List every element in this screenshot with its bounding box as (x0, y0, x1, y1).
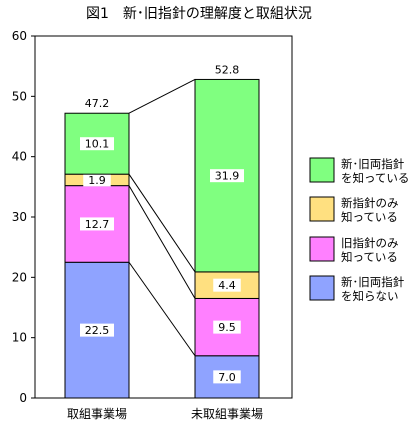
y-axis: 0 10 20 30 40 50 60 (12, 29, 35, 405)
data-label-box (80, 217, 114, 231)
data-label: 4.4 (218, 279, 236, 292)
legend-swatch (309, 236, 335, 262)
data-label-box (80, 323, 114, 337)
legend-label: 知っている (341, 250, 398, 264)
legend-label: 新･旧両指針 (341, 275, 405, 289)
data-label: 1.9 (88, 174, 106, 187)
legend-swatch (309, 275, 335, 301)
legend-label: 新指針のみ (341, 196, 399, 210)
legend-label: を知らない (341, 289, 399, 303)
data-label: 9.5 (218, 321, 236, 334)
y-tick-label: 30 (12, 210, 27, 224)
x-category-label: 未取組事業場 (191, 407, 263, 421)
data-label-box (213, 278, 241, 292)
data-label: 7.0 (218, 371, 236, 384)
y-tick-label: 0 (19, 391, 27, 405)
total-label: 47.2 (85, 97, 110, 110)
y-tick-label: 20 (12, 270, 27, 284)
x-axis: 取組事業場 未取組事業場 (67, 407, 263, 421)
data-label: 22.5 (85, 324, 110, 337)
data-label: 31.9 (215, 170, 240, 183)
y-tick-label: 60 (12, 29, 27, 43)
data-label-box (83, 173, 111, 187)
legend-swatch (309, 157, 335, 183)
series-connectors (128, 78, 196, 357)
chart-title: 図1 新･旧指針の理解度と取組状況 (86, 6, 312, 22)
data-label-box (213, 370, 241, 384)
legend-label: 新･旧両指針 (341, 157, 405, 171)
connector-line (128, 173, 196, 273)
legend-label: を知っている (341, 171, 409, 185)
y-tick-label: 40 (12, 150, 27, 164)
data-label: 10.1 (85, 138, 110, 151)
legend-label: 知っている (341, 210, 398, 224)
legend-swatch (309, 196, 335, 222)
legend: 新･旧両指針を知っている新指針のみ知っている旧指針のみ知っている新･旧両指針を知… (309, 157, 409, 303)
connector-line (128, 78, 196, 114)
bars: 22.5 12.7 1.9 10.1 47.2 7.0 9.5 4.4 31.9 52.8 (64, 63, 260, 399)
connector-line (128, 261, 196, 357)
data-label-box (80, 137, 114, 151)
x-category-label: 取組事業場 (67, 407, 127, 421)
total-label: 52.8 (215, 63, 240, 76)
data-label: 12.7 (85, 218, 110, 231)
connector-line (128, 185, 196, 299)
legend-label: 旧指針のみ (341, 236, 399, 250)
y-tick-label: 10 (12, 331, 27, 345)
data-label-box (210, 169, 244, 183)
data-label-box (213, 320, 241, 334)
y-tick-label: 50 (12, 89, 27, 103)
